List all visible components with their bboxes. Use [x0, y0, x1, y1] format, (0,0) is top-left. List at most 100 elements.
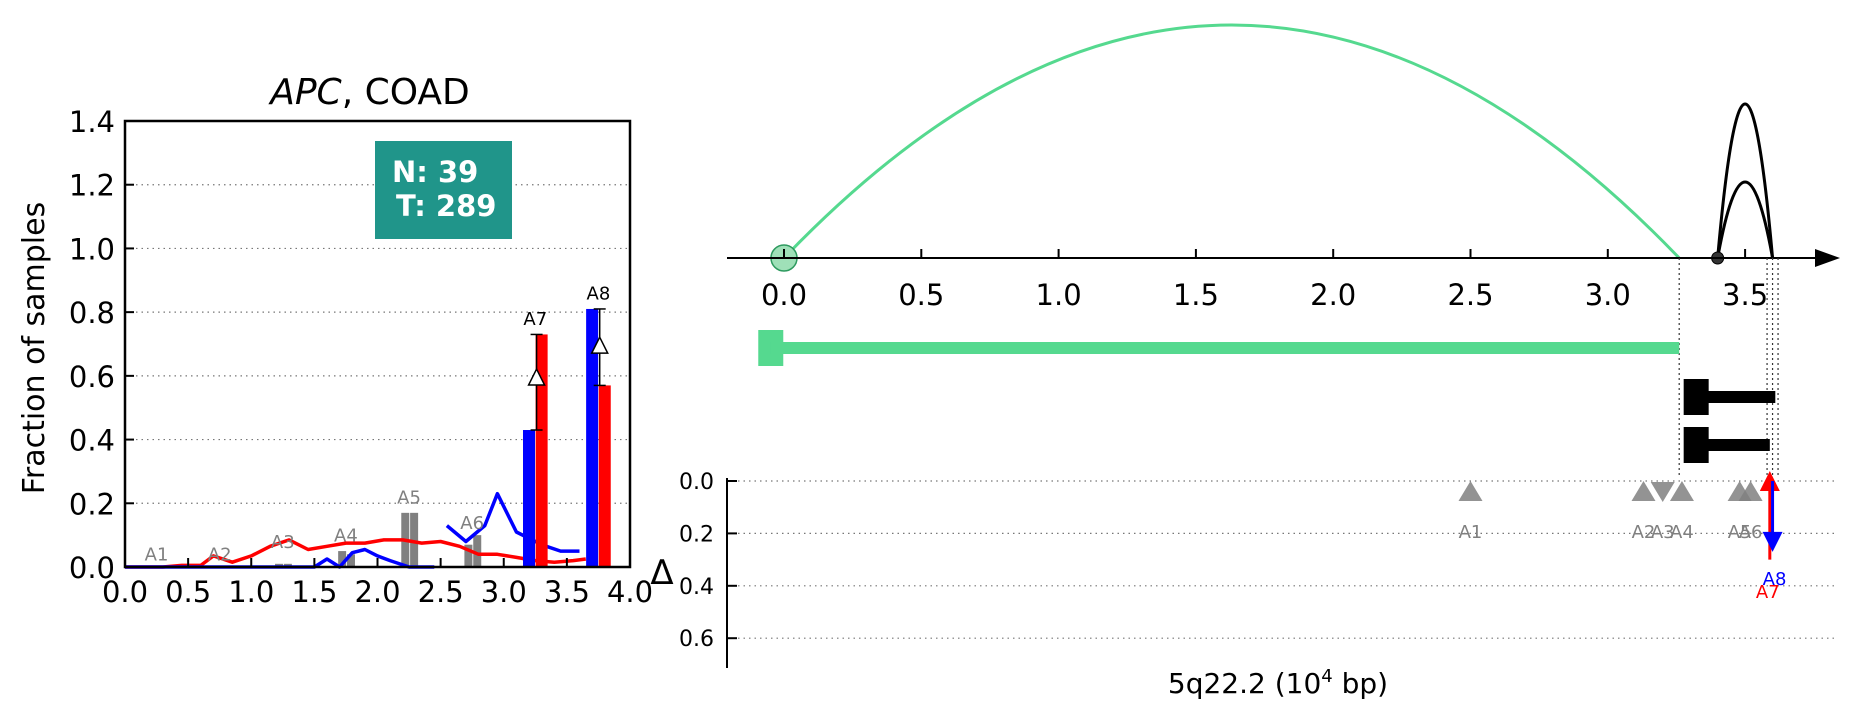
transcript-body — [770, 342, 1680, 354]
site-marker-label: A2 — [1632, 522, 1656, 543]
site-marker-label: A3 — [1651, 522, 1675, 543]
gray-site-bar — [464, 544, 473, 567]
left-series-lines — [125, 491, 587, 569]
left-y-tick-label: 0.8 — [69, 296, 115, 330]
site-marker-label: A6 — [1739, 522, 1763, 543]
series-line-n-low — [125, 547, 435, 569]
site-label-a5: A5 — [397, 487, 421, 508]
left-x-tick-label: 4.0 — [607, 575, 653, 609]
count-normal: N: 39 — [392, 155, 478, 189]
site-guide-lines — [1678, 258, 1779, 478]
left-y-ticks: 0.0 0.2 0.4 0.6 0.8 1.0 1.2 1.4 — [69, 105, 134, 585]
left-site-labels: A1 A2 A3 A4 A5 A6 A7 A8 — [145, 283, 611, 565]
left-x-tick-label: 0.0 — [102, 575, 148, 609]
transcripts — [758, 330, 1776, 463]
site-marker-a3-icon — [1650, 482, 1675, 502]
left-x-ticks: 0.0 0.5 1.0 1.5 2.0 2.5 3.0 3.5 4.0 — [102, 558, 653, 609]
delta-triangle-icon — [590, 335, 609, 354]
bar-n — [523, 430, 535, 567]
genomic-x-tick-label: 1.5 — [1173, 278, 1219, 312]
left-title-gene: APC — [268, 72, 342, 113]
site-label-a7: A7 — [523, 309, 547, 330]
genomic-x-ticks: 0.0 0.5 1.0 1.5 2.0 2.5 3.0 3.5 — [761, 249, 1768, 312]
site-marker-a1-icon — [1458, 481, 1483, 501]
left-panel: APC, COAD Fraction of samples A1 A2 A3 A4 A5… — [17, 72, 653, 609]
count-box-background — [375, 141, 512, 239]
delta-y-tick-label: 0.2 — [679, 522, 714, 547]
axis-arrow-icon — [1815, 249, 1840, 267]
genomic-x-tick-label: 0.5 — [898, 278, 944, 312]
series-line-n — [445, 491, 580, 553]
left-y-tick-label: 0.6 — [69, 360, 115, 394]
left-x-tick-label: 1.5 — [291, 575, 337, 609]
site-label-a6: A6 — [460, 513, 484, 534]
delta-y-tick-label: 0.0 — [679, 470, 714, 495]
left-delta-markers — [527, 308, 609, 431]
splice-arc — [1716, 180, 1775, 259]
genomic-x-tick-label: 0.0 — [761, 278, 807, 312]
delta-axis-label: Δ — [650, 553, 673, 593]
site-label-a3: A3 — [271, 532, 295, 553]
genomic-x-tick-label: 3.5 — [1722, 278, 1768, 312]
site-marker-a4-icon — [1669, 481, 1694, 501]
bar-t — [598, 385, 611, 567]
left-y-tick-label: 0.2 — [69, 487, 115, 521]
splice-arcs — [770, 23, 1775, 272]
site-label-a1: A1 — [145, 545, 169, 566]
site-label-a8: A8 — [587, 283, 611, 304]
delta-gridlines — [727, 480, 1835, 639]
left-x-tick-label: 3.0 — [481, 575, 527, 609]
delta-y-ticks: 0.0 0.2 0.4 0.6 — [679, 470, 737, 652]
site-marker-a6-icon — [1738, 481, 1763, 501]
site-marker-label: A5 — [1728, 522, 1752, 543]
gray-site-bar — [346, 554, 355, 567]
left-title-rest: , COAD — [342, 72, 470, 113]
count-box: N: 39 T: 289 — [375, 141, 512, 239]
site-marker-label: A4 — [1670, 522, 1694, 543]
left-y-tick-label: 0.0 — [69, 551, 115, 585]
left-y-tick-label: 1.0 — [69, 232, 115, 266]
delta-triangle-icon — [527, 367, 546, 386]
gray-site-bar — [410, 512, 419, 567]
left-chart-title: APC, COAD — [268, 72, 470, 113]
genomic-x-tick-label: 2.0 — [1310, 278, 1356, 312]
site-marker-label: A8 — [1763, 569, 1787, 590]
gray-site-bar — [338, 551, 347, 567]
delta-y-tick-label: 0.6 — [679, 627, 714, 652]
xlabel-main: 5q22.2 (10 — [1168, 667, 1321, 700]
delta-y-tick-label: 0.4 — [679, 575, 714, 600]
bar-t — [535, 334, 548, 567]
genomic-x-tick-label: 1.0 — [1036, 278, 1082, 312]
site-marker-a8-icon — [1762, 531, 1783, 552]
splice-arc — [1716, 102, 1775, 259]
xlabel-exponent: 4 — [1321, 666, 1332, 687]
splice-arc — [782, 23, 1681, 260]
left-x-tick-label: 2.5 — [418, 575, 464, 609]
genomic-x-tick-label: 2.5 — [1447, 278, 1493, 312]
gray-site-bar — [473, 535, 482, 567]
series-line-t — [125, 538, 587, 569]
left-x-tick-label: 0.5 — [165, 575, 211, 609]
left-y-tick-label: 1.2 — [69, 169, 115, 203]
transcript-body — [1695, 391, 1776, 403]
left-y-tick-label: 1.4 — [69, 105, 115, 139]
site-label-a4: A4 — [334, 526, 358, 547]
left-y-axis-label: Fraction of samples — [17, 202, 52, 494]
site-marker-a2-icon — [1631, 481, 1656, 501]
site-marker-label: A7 — [1756, 582, 1780, 603]
left-series-bars — [523, 308, 611, 567]
genomic-x-axis-label: 5q22.2 (104 bp) — [1168, 666, 1388, 700]
genomic-x-tick-label: 3.0 — [1585, 278, 1631, 312]
site-label-a2: A2 — [208, 545, 232, 566]
bar-n — [586, 308, 599, 567]
xlabel-unit: bp) — [1333, 667, 1388, 700]
left-x-tick-label: 3.5 — [544, 575, 590, 609]
left-y-tick-label: 0.4 — [69, 424, 115, 458]
right-panel: 0.0 0.5 1.0 1.5 2.0 2.5 3.0 3.5 0.00.20.40.6 Δ … — [650, 23, 1840, 700]
site-marker-label: A1 — [1459, 522, 1483, 543]
site-marker-a7-icon — [1759, 471, 1780, 491]
transcript-body — [1695, 439, 1770, 451]
left-x-tick-label: 1.0 — [228, 575, 274, 609]
